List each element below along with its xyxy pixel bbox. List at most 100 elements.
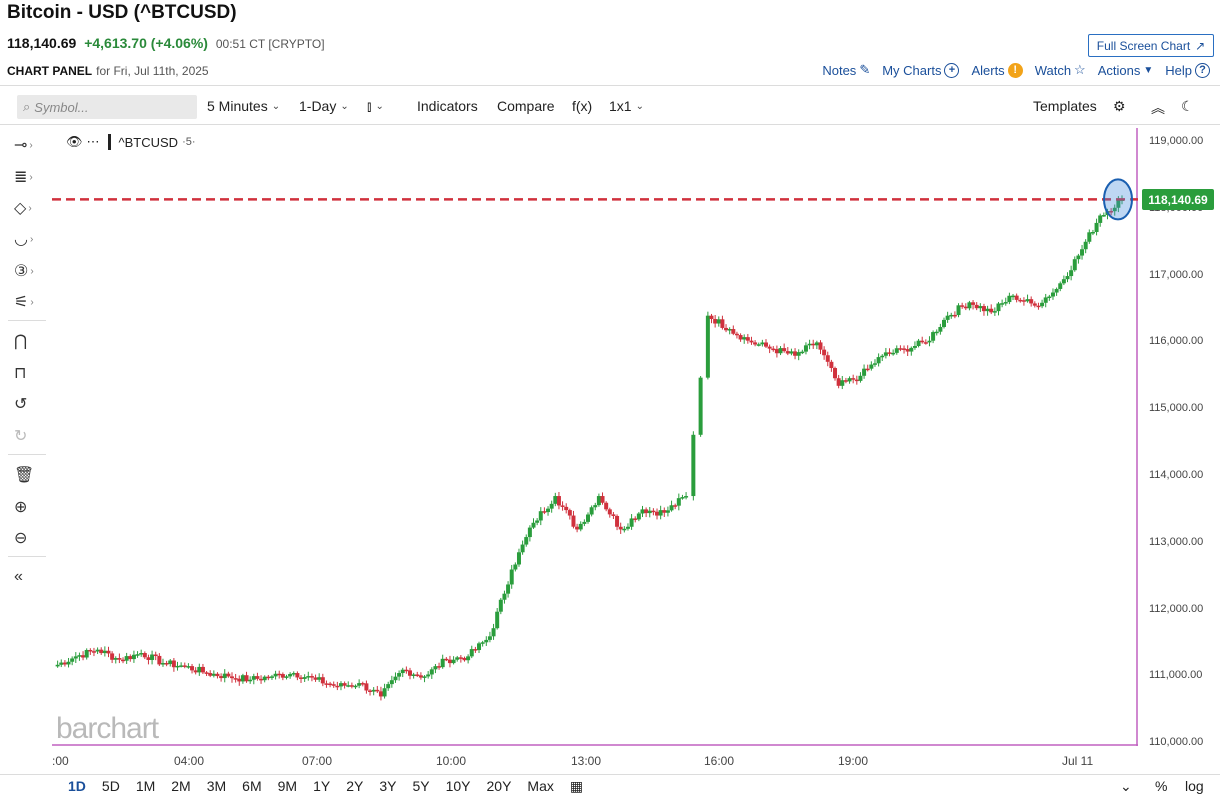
chart-type-select[interactable]: ⫾ ⌄ <box>367 98 384 115</box>
candle-body <box>291 673 296 675</box>
candle-body <box>313 677 318 680</box>
symbol-search-input[interactable]: ⌕ Symbol... <box>17 95 197 119</box>
candle-body <box>785 351 790 354</box>
curve-tool[interactable]: ◡ › <box>14 226 48 252</box>
legend-symbol: ^BTCUSD <box>118 134 179 150</box>
zoom-in-icon[interactable]: ⊕ <box>14 499 28 516</box>
templates-button[interactable]: Templates <box>1033 98 1097 114</box>
candle-body <box>495 611 500 629</box>
function-button[interactable]: f(x) <box>572 98 593 114</box>
magnet-icon[interactable]: ⋂ <box>14 333 28 350</box>
candle-body <box>346 685 351 687</box>
shapes-tool[interactable]: ◇ › <box>14 195 48 221</box>
range-button-9m[interactable]: 9M <box>277 778 298 794</box>
candle-body <box>113 658 118 660</box>
range-button-1d[interactable]: 1D <box>68 778 86 794</box>
candle-body <box>306 676 311 678</box>
time-axis[interactable]: :00 04:00 07:00 10:00 13:00 16:00 19:00 Jul 11 <box>52 748 1138 774</box>
candle-body <box>502 593 507 600</box>
candle-body <box>215 673 220 677</box>
range-button-1y[interactable]: 1Y <box>313 778 331 794</box>
range-button-20y[interactable]: 20Y <box>486 778 512 794</box>
candle-body <box>1025 299 1030 302</box>
watch-link[interactable]: Watch ☆ <box>1035 62 1086 78</box>
candle-body <box>793 351 798 356</box>
price-axis[interactable]: 119,000.00118,000.00117,000.00116,000.00… <box>1139 128 1220 748</box>
undo-icon[interactable]: ↺ <box>14 396 28 413</box>
candle-body <box>1018 299 1023 302</box>
range-button-2m[interactable]: 2M <box>171 778 191 794</box>
candle-body <box>110 653 115 660</box>
symbol-search-placeholder: Symbol... <box>34 99 89 115</box>
candle-body <box>487 636 492 640</box>
zoom-out-icon[interactable]: ⊖ <box>14 530 28 547</box>
candle-body <box>909 347 914 352</box>
highlight-ellipse <box>1103 178 1133 221</box>
full-screen-chart-button[interactable]: Full Screen Chart ↗ <box>1088 34 1214 57</box>
eye-icon[interactable]: 👁 <box>66 134 83 149</box>
range-button-max[interactable]: Max <box>527 778 554 794</box>
redo-icon[interactable]: ↻ <box>14 428 28 445</box>
compare-button[interactable]: Compare <box>497 98 555 114</box>
candle-body <box>880 355 885 358</box>
alerts-link[interactable]: Alerts! <box>971 62 1023 78</box>
expand-down-icon[interactable]: ⌄ <box>1120 778 1132 794</box>
candle-body <box>73 656 78 659</box>
range-button-1m[interactable]: 1M <box>135 778 156 794</box>
more-dots-icon[interactable]: ⋯ <box>86 134 100 149</box>
gear-icon[interactable]: ⚙ <box>1113 98 1126 114</box>
log-toggle[interactable]: log <box>1185 778 1204 794</box>
candle-body <box>927 340 932 343</box>
candle-body <box>981 306 986 312</box>
candle-body <box>477 643 482 651</box>
candle-body <box>1101 215 1106 217</box>
collapse-up-icon[interactable]: ︽ <box>1151 100 1165 116</box>
expand-arrow-icon: ↗ <box>1195 38 1206 53</box>
dark-mode-moon-icon[interactable]: ☾ <box>1181 98 1194 114</box>
annotation-tool[interactable]: ③ › <box>14 258 48 284</box>
my-charts-link[interactable]: My Charts + <box>882 62 960 78</box>
candle-body <box>240 675 245 682</box>
caret-down-icon: ▼ <box>1143 64 1154 76</box>
range-button-3y[interactable]: 3Y <box>379 778 397 794</box>
unlock-icon[interactable]: ⊓ <box>14 365 27 382</box>
candle-body <box>364 683 369 691</box>
projection-tool[interactable]: ⚟ › <box>14 289 48 315</box>
divider <box>0 124 1220 125</box>
candle-body <box>611 514 616 516</box>
range-button-10y[interactable]: 10Y <box>445 778 471 794</box>
indicators-button[interactable]: Indicators <box>417 98 478 114</box>
candle-body <box>349 685 354 687</box>
chart-area[interactable] <box>52 128 1138 746</box>
chevron-right-icon: › <box>30 265 34 277</box>
candle-body <box>1061 279 1066 284</box>
notes-link[interactable]: Notes ✎ <box>822 62 870 78</box>
price-tick-label: 112,000.00 <box>1149 602 1204 615</box>
collapse-left-icon[interactable]: « <box>14 568 23 585</box>
interval-select[interactable]: 5 Minutes ⌄ <box>207 98 280 114</box>
trash-icon[interactable]: 🗑 <box>14 467 35 484</box>
candle-body <box>1011 295 1016 298</box>
period-select[interactable]: 1-Day ⌄ <box>299 98 349 114</box>
candle-body <box>182 665 187 667</box>
help-label: Help <box>1165 62 1192 78</box>
range-button-3m[interactable]: 3M <box>206 778 227 794</box>
actions-menu[interactable]: Actions ▼ <box>1098 63 1154 78</box>
range-button-6m[interactable]: 6M <box>242 778 262 794</box>
range-button-5y[interactable]: 5Y <box>412 778 430 794</box>
candle-body <box>84 649 89 658</box>
layout-select[interactable]: 1x1 ⌄ <box>609 98 644 114</box>
time-tick-label: 04:00 <box>174 754 205 768</box>
candle-body <box>604 502 609 510</box>
fib-tool[interactable]: ≣ › <box>14 164 48 190</box>
candle-body <box>102 650 107 654</box>
candle-body <box>1032 303 1037 306</box>
range-button-2y[interactable]: 2Y <box>346 778 364 794</box>
candle-body <box>655 511 660 516</box>
line-tool[interactable]: ⊸ › <box>14 132 48 158</box>
range-button-5d[interactable]: 5D <box>101 778 120 794</box>
percent-toggle[interactable]: % <box>1155 778 1168 794</box>
candle-body <box>807 343 812 346</box>
help-link[interactable]: Help? <box>1165 62 1210 78</box>
calendar-icon[interactable]: ▦ <box>569 778 584 794</box>
